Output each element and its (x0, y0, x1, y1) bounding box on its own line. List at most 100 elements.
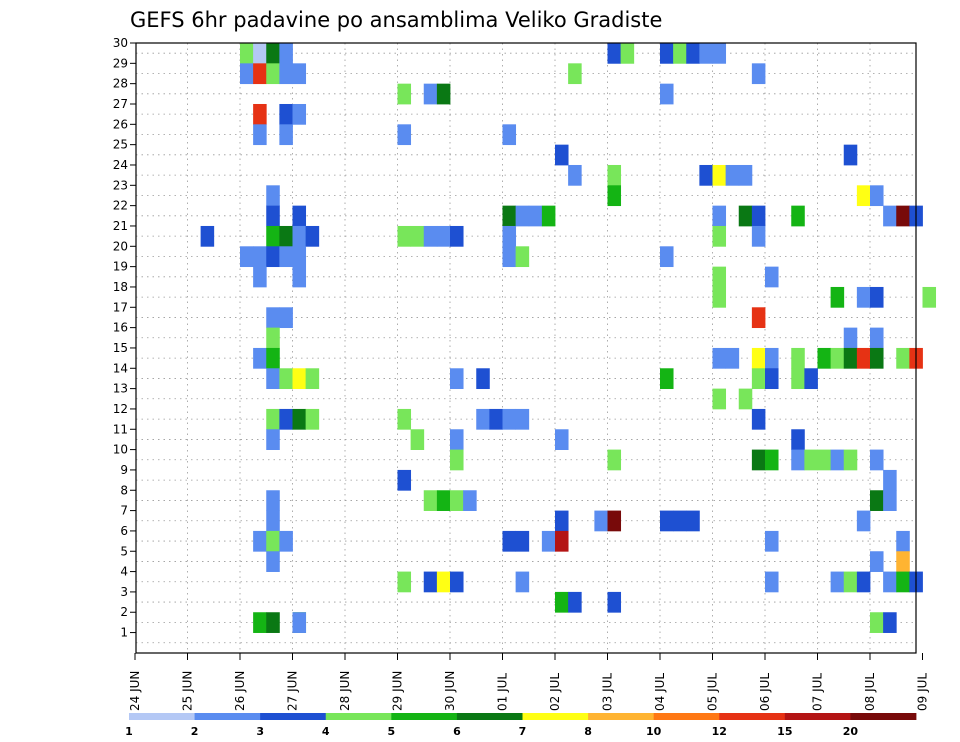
precip-cell (266, 612, 280, 633)
precip-cell (253, 612, 267, 633)
x-tick-label: 01 JUL (496, 673, 510, 711)
precip-cell (436, 571, 451, 593)
precip-cell (279, 225, 293, 247)
precip-cell (856, 571, 871, 593)
precip-cell (253, 124, 267, 146)
precip-cell (738, 205, 753, 227)
precip-cell (266, 246, 280, 268)
precip-cell (292, 266, 307, 288)
precip-cell (791, 347, 805, 369)
precip-cell (266, 551, 280, 572)
legend-label: 1 (125, 725, 133, 738)
precip-cell (279, 408, 293, 430)
precip-cell (541, 205, 556, 227)
precip-cell (253, 266, 267, 288)
precip-cell (436, 490, 451, 511)
y-tick-label: 25 (113, 138, 128, 152)
y-tick-label: 26 (113, 117, 128, 131)
precip-cell (843, 144, 858, 166)
precip-cell (870, 347, 884, 369)
precip-cell (791, 449, 805, 471)
precip-cell (502, 408, 517, 430)
x-tick-label: 05 JUL (706, 673, 720, 711)
x-tick-label: 09 JUL (916, 673, 930, 711)
legend-label: 12 (712, 725, 727, 738)
precip-cell (817, 347, 832, 369)
precip-cell (607, 185, 622, 207)
precip-cell (450, 449, 464, 471)
precip-cell (660, 83, 674, 105)
legend-swatch (653, 713, 720, 720)
precip-cell (292, 63, 307, 85)
y-tick-label: 1 (120, 626, 128, 640)
precip-cell (397, 469, 412, 491)
precip-cell (253, 63, 267, 85)
precip-cell (751, 449, 766, 471)
y-tick-label: 23 (113, 178, 128, 192)
precip-cell (765, 571, 779, 593)
precip-cell (450, 571, 464, 593)
y-tick-label: 24 (113, 158, 128, 172)
y-tick-label: 13 (113, 382, 128, 396)
precip-cell (292, 368, 307, 390)
precip-cell (568, 63, 582, 85)
precip-cell (856, 286, 871, 308)
precip-cell (843, 571, 858, 593)
y-tick-label: 16 (113, 321, 128, 335)
precip-cell (607, 43, 622, 64)
precip-cell (397, 124, 412, 146)
legend-label: 15 (777, 725, 792, 738)
precip-cell (253, 246, 267, 268)
precip-cell (751, 368, 766, 390)
y-tick-label: 3 (120, 585, 128, 599)
y-tick-label: 17 (113, 300, 128, 314)
x-tick-label: 25 JUN (181, 671, 195, 711)
legend-label: 7 (519, 725, 527, 738)
precip-cell (738, 388, 753, 410)
y-tick-label: 8 (120, 483, 128, 497)
x-tick-label: 06 JUL (758, 673, 772, 711)
precip-cell (292, 408, 307, 430)
y-tick-label: 4 (120, 565, 128, 579)
precip-cell (450, 225, 464, 247)
precip-cell (397, 571, 412, 593)
y-tick-label: 9 (120, 463, 128, 477)
x-tick-label: 07 JUL (811, 673, 825, 711)
precip-cell (266, 408, 280, 430)
precip-cell (502, 530, 517, 552)
precip-cell (568, 164, 582, 186)
precip-cell (883, 571, 897, 593)
precip-cell (804, 368, 818, 390)
precip-cell (870, 185, 884, 207)
precip-cell (200, 225, 215, 247)
precip-cell (515, 205, 530, 227)
precip-cell (660, 246, 674, 268)
precip-cell (896, 551, 910, 572)
precip-cell (830, 449, 845, 471)
precip-cell (765, 449, 779, 471)
precip-cell (699, 164, 713, 186)
precip-cell (896, 530, 910, 552)
precip-cell (502, 205, 517, 227)
precip-cell (791, 429, 805, 450)
legend-swatch (522, 713, 589, 720)
legend: 1 2 3 4 5 6 7 8 10 12 15 20 (125, 713, 917, 738)
precip-cell (607, 449, 622, 471)
precip-cell (266, 368, 280, 390)
precip-cell (699, 43, 713, 64)
y-tick-label: 27 (113, 97, 128, 111)
y-tick-label: 20 (113, 239, 128, 253)
precip-cell (253, 530, 267, 552)
precip-cell (568, 591, 582, 613)
precip-cell (266, 185, 280, 207)
precip-cell (751, 225, 766, 247)
x-axis: 24 JUN 25 JUN 26 JUN 27 JUN 28 JUN 29 JUN 30 J… (128, 653, 930, 711)
precip-cell (279, 368, 293, 390)
precip-cell (463, 490, 477, 511)
precip-cell (502, 225, 517, 247)
precip-cell (883, 490, 897, 511)
legend-swatch (784, 713, 851, 720)
legend-swatch (456, 713, 523, 720)
precip-cell (279, 43, 293, 64)
